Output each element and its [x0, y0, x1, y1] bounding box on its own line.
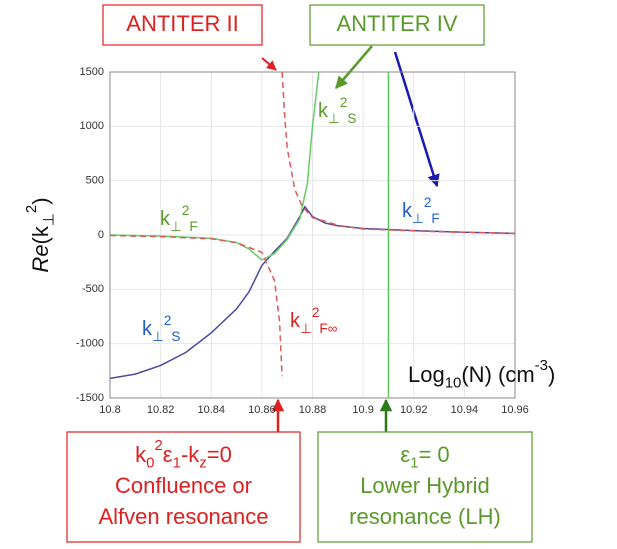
- annotation-text: k02ε1-kz=0: [135, 437, 232, 472]
- y-tick-label: 1000: [80, 120, 104, 132]
- curve-label: k⊥2S: [142, 313, 180, 344]
- text-part: z: [199, 455, 206, 472]
- annotation-box: [66, 431, 301, 543]
- text-part: Alfven resonance: [99, 504, 269, 529]
- text-part: k: [318, 100, 329, 122]
- annotation-box: [309, 4, 485, 46]
- text-part: 2: [164, 313, 172, 328]
- text-part: Lower Hybrid: [360, 473, 490, 498]
- text-part: ): [548, 362, 555, 387]
- text-part: ⊥: [152, 329, 164, 344]
- series-group: [110, 72, 515, 398]
- text-part: ε: [400, 442, 410, 467]
- annotation-text: ε1= 0: [400, 442, 449, 472]
- annotation-box: [102, 4, 263, 46]
- text-part: k: [135, 442, 147, 467]
- x-tick-label: 10.94: [451, 404, 479, 416]
- text-part: (N) (cm: [461, 362, 534, 387]
- text-part: 2: [182, 203, 190, 218]
- text-part: Log: [408, 362, 445, 387]
- text-part: F∞: [319, 321, 337, 336]
- text-part: 2: [154, 437, 162, 454]
- text-part: S: [347, 111, 356, 126]
- text-part: k: [142, 318, 153, 340]
- text-part: k: [290, 310, 301, 332]
- text-part: 2: [424, 195, 432, 210]
- text-part: 1: [173, 455, 181, 472]
- arrow: [335, 45, 373, 89]
- x-tick-label: 10.92: [400, 404, 428, 416]
- curve-label: k⊥2F∞: [290, 305, 338, 336]
- text-part: ⊥: [170, 219, 182, 234]
- y-tick-label: 0: [98, 229, 104, 241]
- text-part: ⊥: [412, 211, 424, 226]
- text-part: ε: [163, 442, 173, 467]
- line: [110, 234, 283, 377]
- label: Re(k⊥2): [23, 197, 58, 272]
- x-tick-label: 10.9: [352, 404, 373, 416]
- annotation-text: Confluence or: [115, 473, 252, 498]
- text-part: ANTITER IV: [336, 11, 457, 36]
- text-part: Confluence or: [115, 473, 252, 498]
- x-tick-label: 10.86: [248, 404, 276, 416]
- text-part: F: [189, 219, 197, 234]
- x-tick-label: 10.96: [501, 404, 529, 416]
- annotation-text: ANTITER IV: [336, 11, 457, 36]
- annotation-text: ANTITER II: [126, 11, 238, 36]
- text-part: 2: [340, 95, 348, 110]
- x-tick-label: 10.8: [99, 404, 120, 416]
- arrow: [393, 51, 440, 188]
- text-part: 2: [23, 205, 40, 213]
- text-part: 0: [146, 455, 154, 472]
- arrow: [261, 57, 277, 71]
- label: Log10(N) (cm-3): [408, 357, 555, 392]
- curve-label: k⊥2S: [318, 95, 356, 126]
- text-part: = 0: [418, 442, 449, 467]
- y-tick-label: -1000: [76, 338, 104, 350]
- x-tick-label: 10.84: [197, 404, 225, 416]
- text-part: ANTITER II: [126, 11, 238, 36]
- x-tick-label: 10.88: [299, 404, 327, 416]
- annotation-box: [317, 431, 533, 543]
- text-part: -3: [535, 357, 548, 374]
- text-part: ⊥: [328, 111, 340, 126]
- text-part: (k: [28, 225, 53, 244]
- annotation-text: Lower Hybrid: [360, 473, 490, 498]
- text-part: ): [28, 197, 53, 204]
- text-part: 2: [312, 305, 320, 320]
- y-tick-label: -500: [82, 283, 104, 295]
- y-tick-label: -1500: [76, 392, 104, 404]
- text-part: Re: [28, 244, 53, 272]
- text-part: F: [431, 211, 439, 226]
- annotation-text: resonance (LH): [349, 504, 501, 529]
- text-part: k: [160, 208, 171, 230]
- text-part: 10: [445, 375, 462, 392]
- text-part: 1: [410, 455, 418, 472]
- y-tick-label: 1500: [80, 66, 104, 78]
- y-tick-label: 500: [86, 175, 104, 187]
- curve-label: k⊥2F: [402, 195, 440, 226]
- text-part: S: [171, 329, 180, 344]
- line: [281, 72, 515, 235]
- curve-label: k⊥2F: [160, 203, 198, 234]
- text-part: ⊥: [41, 213, 58, 226]
- text-part: resonance (LH): [349, 504, 501, 529]
- text-part: ⊥: [300, 321, 312, 336]
- x-tick-label: 10.82: [147, 404, 175, 416]
- text-part: k: [402, 200, 413, 222]
- text-part: =0: [207, 442, 232, 467]
- text-part: -k: [181, 442, 200, 467]
- annotation-text: Alfven resonance: [99, 504, 269, 529]
